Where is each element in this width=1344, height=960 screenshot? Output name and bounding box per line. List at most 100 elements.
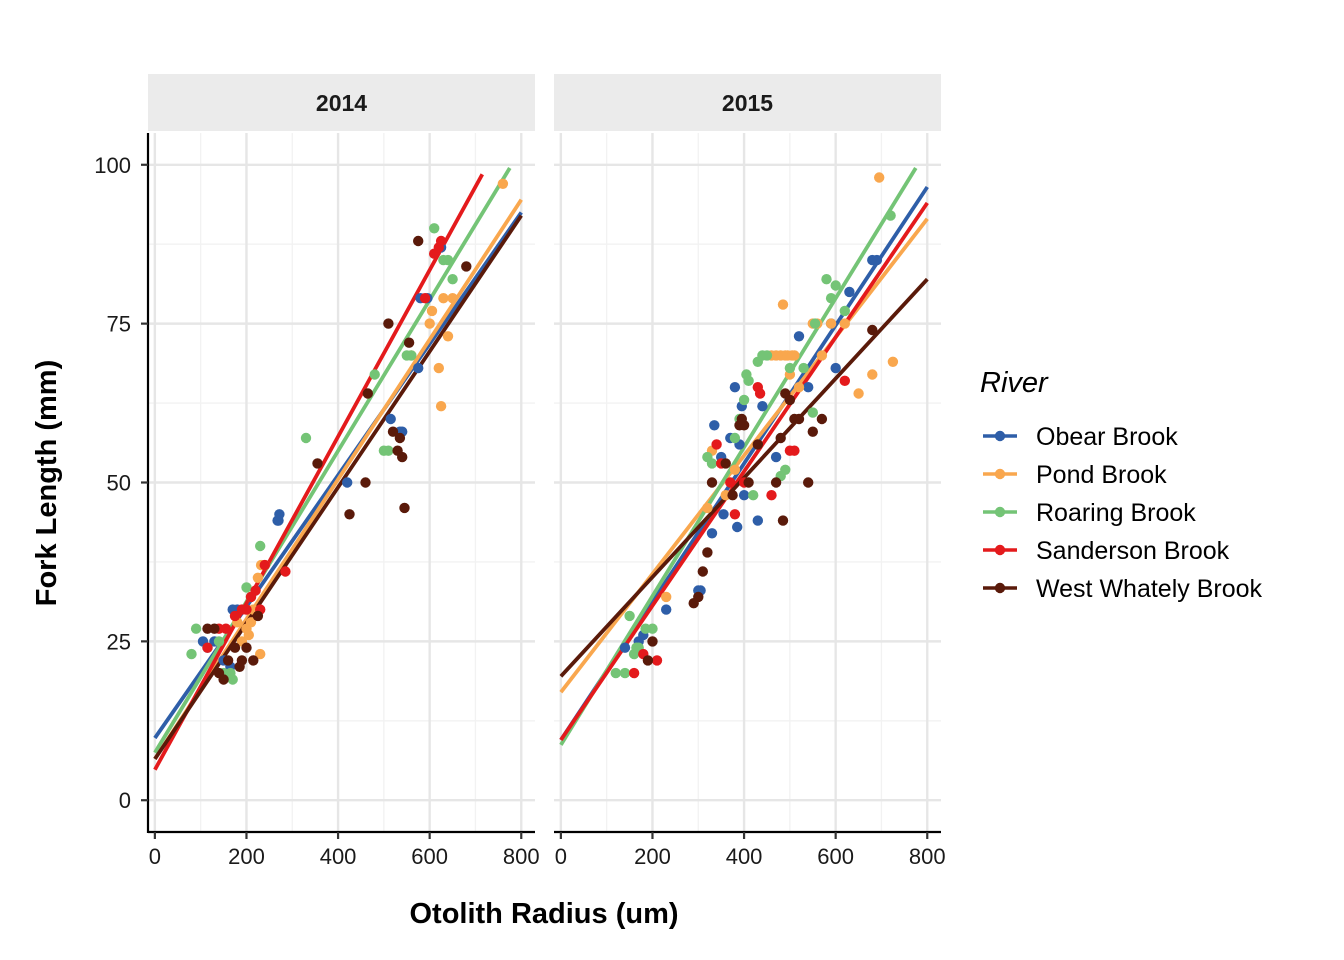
data-point-obear-brook: [757, 401, 768, 412]
data-point-west-whately-brook: [793, 413, 805, 425]
fit-line-roaring-brook: [153, 167, 512, 754]
legend-label: Sanderson Brook: [1036, 537, 1230, 565]
legend-label: Obear Brook: [1036, 423, 1178, 451]
data-point-roaring-brook: [429, 223, 440, 234]
data-point-west-whately-brook: [362, 388, 373, 399]
data-point-pond-brook: [702, 502, 713, 514]
legend-title: River: [980, 367, 1049, 399]
legend-items: Obear Brook Pond Brook Roaring Brook Sander…: [983, 423, 1263, 603]
data-point-sanderson-brook: [280, 566, 291, 577]
x-tick-label: 400: [726, 844, 763, 869]
data-point-pond-brook: [433, 362, 444, 374]
legend: River Obear Brook Pond Brook Roaring Brook…: [980, 367, 1263, 603]
data-point-roaring-brook: [706, 458, 718, 469]
data-point-obear-brook: [706, 528, 718, 539]
x-axis-ticks: 0 200 400 600 800: [555, 832, 946, 869]
data-point-obear-brook: [871, 254, 883, 266]
data-point-sanderson-brook: [789, 445, 800, 456]
data-point-roaring-brook: [798, 362, 809, 374]
legend-label: Roaring Brook: [1036, 499, 1196, 527]
data-point-west-whately-brook: [312, 458, 323, 469]
y-axis-ticks: 0 25 50 75 100: [94, 153, 148, 813]
x-tick-label: 800: [503, 844, 540, 869]
data-point-west-whately-brook: [702, 547, 713, 558]
data-point-roaring-brook: [255, 540, 266, 552]
data-point-obear-brook: [732, 521, 743, 533]
x-tick-label: 200: [228, 844, 265, 869]
data-point-sanderson-brook: [259, 559, 270, 571]
data-point-pond-brook: [447, 293, 458, 304]
data-point-obear-brook: [718, 509, 729, 520]
data-point-obear-brook: [844, 286, 855, 298]
panel-2015: 2015 0 200 400 600 800: [554, 74, 946, 869]
data-point-west-whately-brook: [770, 477, 782, 488]
data-point-sanderson-brook: [250, 585, 261, 596]
data-point-obear-brook: [830, 362, 841, 374]
data-point-roaring-brook: [821, 274, 832, 285]
data-point-west-whately-brook: [720, 458, 731, 469]
data-point-roaring-brook: [807, 407, 818, 418]
data-point-roaring-brook: [885, 210, 896, 221]
data-point-pond-brook: [245, 617, 257, 628]
data-point-roaring-brook: [809, 318, 821, 329]
data-point-obear-brook: [738, 490, 750, 501]
data-point-pond-brook: [816, 350, 828, 361]
x-axis-title: Otolith Radius (um): [409, 898, 678, 930]
data-point-sanderson-brook: [725, 477, 736, 488]
data-point-sanderson-brook: [435, 235, 447, 247]
data-point-west-whately-brook: [738, 420, 750, 431]
data-point-sanderson-brook: [729, 509, 741, 520]
data-point-west-whately-brook: [252, 610, 264, 622]
data-point-west-whately-brook: [383, 318, 394, 329]
data-point-west-whately-brook: [248, 655, 259, 666]
data-point-west-whately-brook: [647, 636, 658, 647]
data-point-pond-brook: [729, 464, 741, 475]
data-point-roaring-brook: [780, 464, 791, 475]
data-point-roaring-brook: [227, 674, 238, 685]
x-tick-label: 200: [634, 844, 671, 869]
legend-label: Pond Brook: [1036, 461, 1167, 489]
data-point-west-whately-brook: [816, 413, 828, 425]
data-point-roaring-brook: [383, 445, 394, 456]
data-point-pond-brook: [825, 318, 837, 329]
data-point-pond-brook: [497, 178, 509, 189]
data-point-roaring-brook: [738, 394, 750, 406]
data-point-obear-brook: [770, 451, 782, 463]
data-point-roaring-brook: [743, 375, 754, 386]
y-tick-label: 0: [119, 788, 131, 813]
data-point-west-whately-brook: [706, 477, 718, 488]
x-tick-label: 0: [149, 844, 161, 869]
data-point-sanderson-brook: [766, 490, 777, 501]
fit-line-west-whately-brook: [153, 214, 523, 760]
legend-item-pond-brook: Pond Brook: [983, 461, 1167, 489]
x-tick-label: 0: [555, 844, 567, 869]
data-point-west-whately-brook: [344, 509, 355, 520]
panel-strip: [148, 74, 535, 131]
data-point-west-whately-brook: [803, 477, 814, 488]
data-point-sanderson-brook: [754, 388, 766, 399]
data-point-pond-brook: [839, 318, 850, 329]
data-point-west-whately-brook: [752, 439, 763, 450]
data-point-pond-brook: [442, 331, 454, 342]
data-point-roaring-brook: [610, 667, 621, 679]
data-point-west-whately-brook: [229, 642, 241, 653]
x-tick-label: 400: [320, 844, 357, 869]
data-point-pond-brook: [435, 401, 447, 412]
data-point-sanderson-brook: [651, 655, 663, 666]
data-point-obear-brook: [729, 382, 741, 393]
data-point-obear-brook: [413, 362, 424, 374]
data-point-west-whately-brook: [403, 337, 415, 348]
x-tick-label: 600: [411, 844, 448, 869]
data-point-west-whately-brook: [397, 451, 408, 463]
data-point-west-whately-brook: [387, 426, 399, 437]
legend-item-west-whately-brook: West Whately Brook: [983, 575, 1263, 603]
data-point-west-whately-brook: [360, 477, 371, 488]
legend-item-sanderson-brook: Sanderson Brook: [983, 537, 1230, 565]
data-point-pond-brook: [426, 305, 438, 317]
data-point-roaring-brook: [241, 582, 252, 593]
data-point-west-whately-brook: [727, 490, 738, 501]
data-point-pond-brook: [777, 299, 789, 310]
data-point-west-whately-brook: [807, 426, 818, 437]
data-point-west-whately-brook: [241, 642, 252, 653]
